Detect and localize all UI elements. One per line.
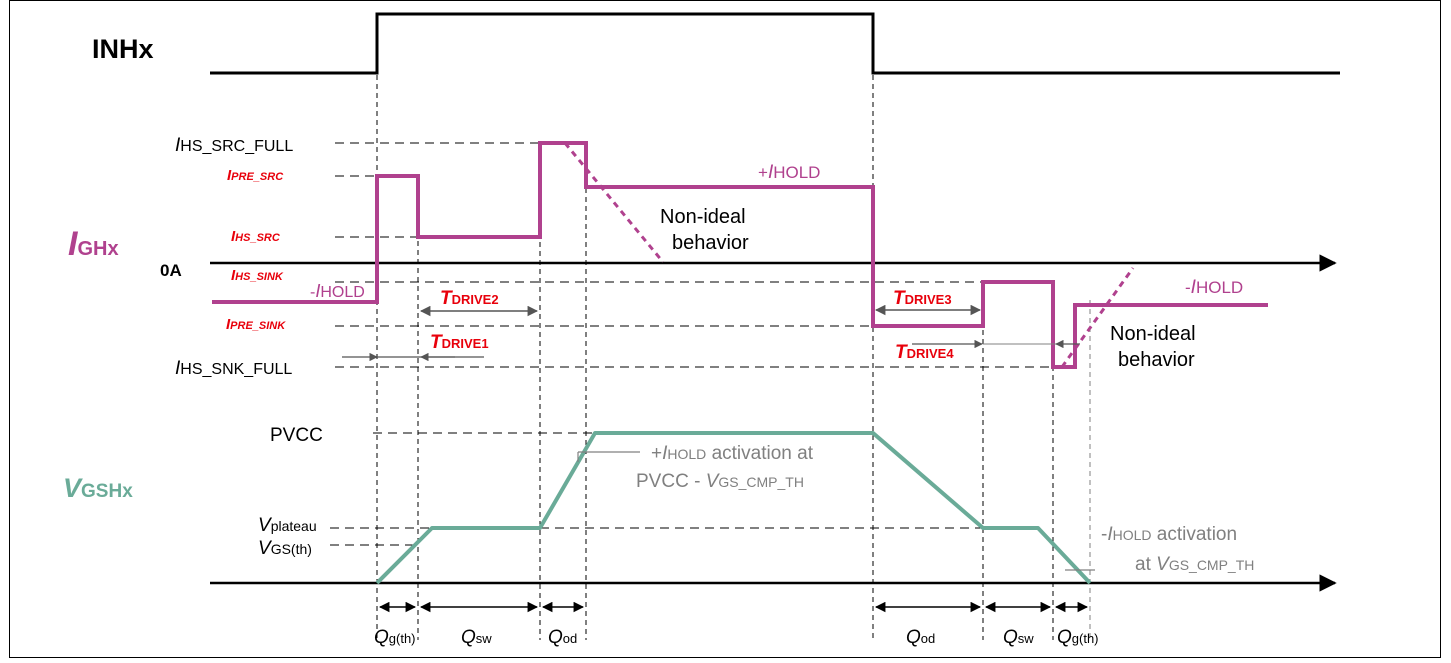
qod-label-2: Qod bbox=[906, 627, 935, 648]
neg-activation-line1: -IHOLD activation bbox=[1101, 524, 1237, 545]
pos-hold-label: +IHOLD bbox=[758, 162, 820, 183]
qsw-label-1: Qsw bbox=[461, 627, 492, 648]
vgsh-label: VGSHx bbox=[63, 473, 133, 503]
nonideal-sink-line1: Non-ideal bbox=[1110, 323, 1196, 345]
pre-sink-label: IPRE_SINK bbox=[226, 316, 286, 333]
qgth-label-1: Qg(th) bbox=[374, 627, 416, 648]
qsw-label-2: Qsw bbox=[1003, 627, 1034, 648]
pvcc-label: PVCC bbox=[270, 425, 323, 446]
pos-activation-line1: +IHOLD activation at bbox=[651, 443, 814, 464]
tdrive2-label: TDRIVE2 bbox=[440, 288, 499, 309]
pos-activation-line2: PVCC - VGS_CMP_TH bbox=[636, 471, 804, 492]
neg-hold-right-label: -IHOLD bbox=[1185, 277, 1243, 298]
vgsh-waveform bbox=[375, 431, 1092, 585]
nonideal-src-line2: behavior bbox=[672, 232, 749, 254]
pre-src-label: IPRE_SRC bbox=[227, 167, 284, 184]
igh-waveform bbox=[212, 141, 1268, 369]
nonideal-src-ramp bbox=[563, 142, 665, 263]
qod-label-1: Qod bbox=[548, 627, 577, 648]
nonideal-sink-ramp bbox=[1060, 267, 1135, 368]
qgth-label-2: Qg(th) bbox=[1057, 627, 1099, 648]
nonideal-sink-line2: behavior bbox=[1118, 349, 1195, 371]
inhx-label: INHx bbox=[92, 34, 154, 64]
hs-src-full-label: IHS_SRC_FULL bbox=[175, 135, 293, 156]
nonideal-src-line1: Non-ideal bbox=[660, 206, 746, 228]
neg-activation-line2: at VGS_CMP_TH bbox=[1135, 554, 1254, 575]
zero-amp-label: 0A bbox=[160, 261, 182, 280]
hs-snk-full-label: IHS_SNK_FULL bbox=[175, 358, 292, 379]
vplateau-label: Vplateau bbox=[258, 515, 317, 536]
igh-label: IGHx bbox=[68, 225, 119, 263]
tdrive4-label: TDRIVE4 bbox=[895, 342, 954, 363]
tdrive1-label: TDRIVE1 bbox=[430, 332, 489, 353]
neg-hold-left-label: -IHOLD bbox=[310, 281, 365, 301]
hs-src-label: IHS_SRC bbox=[231, 228, 281, 245]
inhx-waveform bbox=[210, 12, 1340, 75]
tdrive3-label: TDRIVE3 bbox=[893, 288, 952, 309]
vgsth-label: VGS(th) bbox=[258, 538, 312, 559]
hs-sink-label: IHS_SINK bbox=[231, 267, 284, 284]
